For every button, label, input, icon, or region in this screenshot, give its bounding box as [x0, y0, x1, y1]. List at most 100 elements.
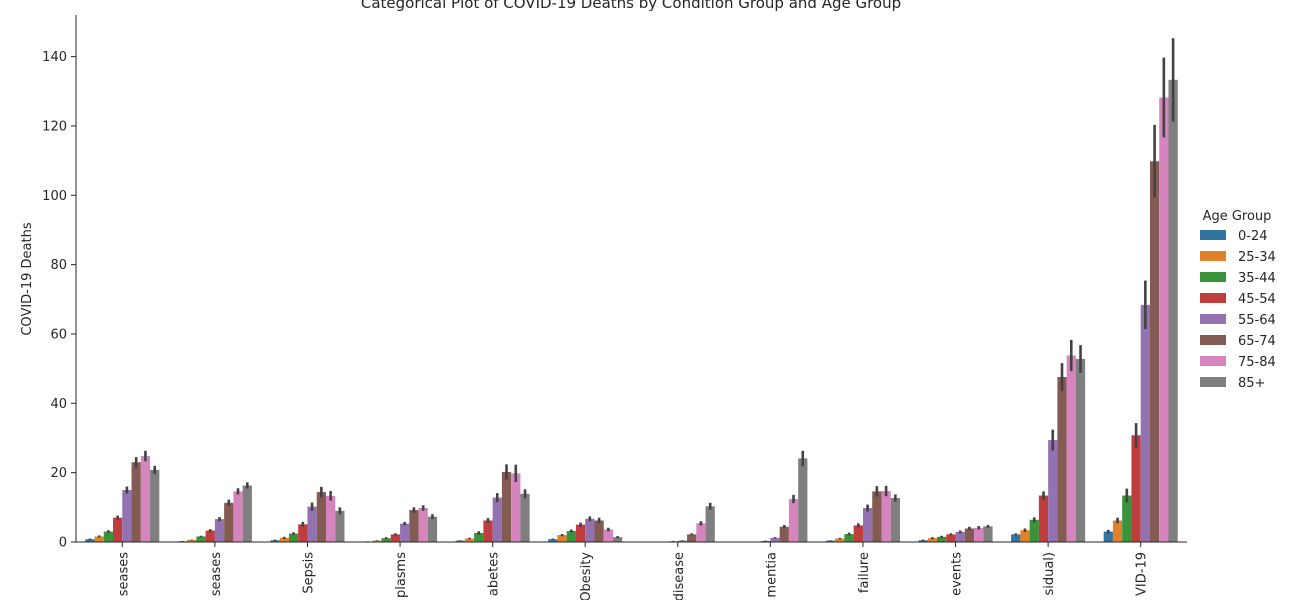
legend-title: Age Group [1203, 209, 1272, 224]
bar [122, 489, 132, 542]
legend-swatch [1200, 377, 1226, 387]
bar [233, 491, 243, 542]
bar [770, 537, 780, 542]
bar [520, 493, 530, 542]
bar [575, 524, 586, 542]
legend-label: 25-34 [1238, 250, 1276, 265]
bar [427, 516, 438, 542]
bar [270, 540, 280, 542]
bar [316, 492, 326, 542]
bar [1131, 435, 1141, 542]
y-axis-label: COVID-19 Deaths [20, 222, 35, 335]
bar [1112, 520, 1123, 542]
y-tick-label: 60 [50, 327, 67, 342]
bar [761, 540, 771, 542]
y-tick-label: 100 [42, 189, 67, 204]
bar [696, 523, 706, 542]
x-tick-label: VID-19 [1135, 552, 1150, 596]
x-tick-label: mentia [764, 552, 779, 598]
bar [946, 534, 956, 542]
bar [94, 536, 104, 542]
bar [474, 532, 484, 542]
bar [844, 534, 854, 542]
y-tick-label: 140 [42, 50, 67, 65]
legend: Age Group 0-24 25-34 35-44 45-54 55-64 65-74 7… [1200, 209, 1276, 391]
x-tick-label: Sepsis [301, 552, 316, 594]
x-tick-label: seases [116, 552, 131, 597]
bar [1122, 495, 1132, 542]
bar [140, 456, 151, 542]
bar [1038, 495, 1049, 542]
x-tick-label: seases [209, 552, 224, 597]
y-tick-label: 0 [59, 536, 67, 551]
bar [492, 497, 502, 542]
y-tick-label: 80 [50, 258, 67, 273]
bar [677, 540, 688, 542]
bar [187, 539, 197, 542]
bar [205, 530, 215, 542]
bar [150, 469, 160, 542]
bar [687, 534, 697, 542]
x-tick-label: abetes [487, 552, 502, 596]
legend-swatch [1200, 230, 1226, 240]
legend-swatch [1200, 314, 1226, 324]
bar [585, 518, 595, 542]
bar [788, 499, 799, 542]
legend-swatch [1200, 335, 1226, 345]
bar [298, 524, 308, 542]
bar [1149, 161, 1160, 542]
bar [242, 485, 252, 542]
bar [974, 527, 984, 542]
bar [511, 473, 521, 542]
bar [557, 535, 567, 542]
legend-swatch [1200, 293, 1226, 303]
bar [307, 506, 317, 542]
bar [418, 508, 428, 542]
legend-label: 85+ [1238, 376, 1265, 391]
bar [131, 462, 141, 542]
legend-swatch [1200, 272, 1226, 282]
y-tick-label: 20 [50, 466, 67, 481]
bar [372, 540, 382, 542]
bar [798, 458, 808, 542]
bar [483, 520, 493, 542]
x-tick-label: events [950, 552, 965, 596]
x-tick-label: failure [857, 552, 872, 593]
x-axis: seases seases Sepsis plasms abetes Obesity dis… [76, 541, 1187, 600]
bar [1057, 376, 1067, 542]
bar [927, 538, 938, 542]
plot-area [85, 38, 1178, 543]
bar [409, 510, 419, 542]
legend-label: 45-54 [1238, 292, 1276, 307]
legend-swatch [1200, 251, 1226, 261]
bar [964, 528, 975, 542]
bar [288, 533, 299, 542]
bar [103, 531, 114, 542]
chart-title: Categorical Plot of COVID-19 Deaths by C… [361, 0, 901, 12]
bar [872, 491, 882, 542]
bar [1066, 355, 1076, 542]
bar [400, 523, 410, 542]
bar [224, 502, 234, 542]
y-tick-label: 40 [50, 397, 67, 412]
y-axis: 0 20 40 60 80 100 120 140 [42, 15, 77, 551]
bar [390, 534, 401, 542]
bar [113, 517, 123, 542]
bar [1020, 530, 1030, 542]
bar [1103, 531, 1113, 542]
bar [1011, 534, 1021, 542]
bar [279, 537, 289, 542]
bar [464, 538, 475, 542]
bar [335, 510, 345, 542]
bar [862, 508, 873, 542]
legend-label: 55-64 [1238, 313, 1276, 328]
legend-label: 35-44 [1238, 271, 1276, 286]
legend-swatch [1200, 356, 1226, 366]
bar [881, 491, 891, 542]
x-tick-label: Obesity [579, 552, 594, 600]
bar [501, 471, 512, 542]
bar [1168, 79, 1178, 542]
bar [594, 520, 604, 542]
bar [1159, 97, 1169, 543]
